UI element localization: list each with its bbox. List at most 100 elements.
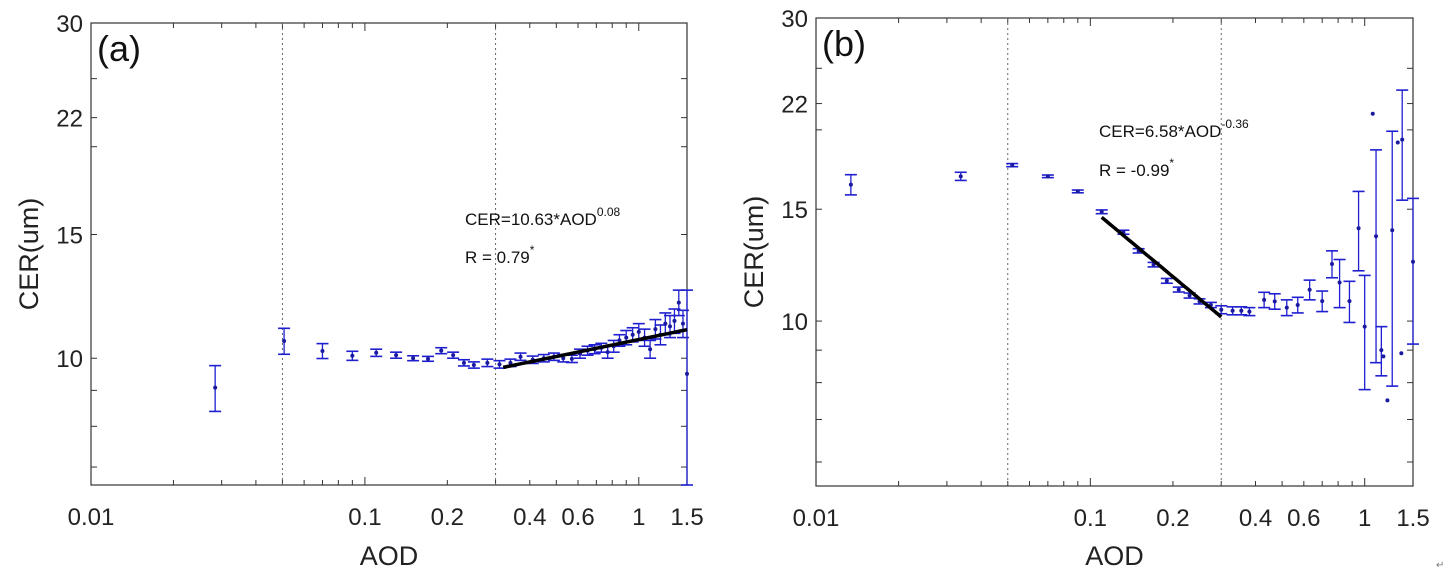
- point-marker: [471, 363, 476, 368]
- point-marker: [605, 350, 610, 355]
- y-tick-label: 10: [781, 309, 808, 336]
- data-point: [659, 312, 672, 336]
- data-point: [681, 289, 693, 486]
- point-marker: [1239, 308, 1244, 313]
- point-marker: [1247, 309, 1252, 314]
- data-point: [1172, 286, 1185, 293]
- x-tick-label: 0.6: [1287, 505, 1320, 532]
- significance-mark: *: [1169, 156, 1174, 170]
- y-tick-label: 30: [781, 6, 808, 33]
- point-marker: [1230, 308, 1235, 313]
- point-marker: [497, 362, 502, 367]
- point-marker: [1320, 299, 1325, 304]
- point-marker: [1187, 293, 1192, 298]
- plot-frame: [90, 22, 688, 486]
- point-marker: [667, 324, 672, 329]
- point-marker: [1164, 278, 1169, 283]
- point-marker: [1395, 140, 1400, 145]
- fit-equation: CER=6.58*AOD-0.36: [1099, 117, 1249, 141]
- point-marker: [1347, 299, 1352, 304]
- point-marker: [1337, 280, 1342, 285]
- x-tick-label: 0.01: [793, 505, 840, 532]
- data-point: [1399, 351, 1404, 356]
- data-point: [1226, 306, 1239, 316]
- point-marker: [1356, 226, 1361, 231]
- point-marker: [1295, 302, 1300, 307]
- panel-b: 0.01 0.1 0.2 0.4 0.6 1 1.5 10 15 22 30 AOD CER(um) (b…: [739, 6, 1430, 571]
- data-point: [447, 351, 460, 360]
- y-tick-label: 15: [781, 197, 808, 224]
- y-tick-label: 22: [781, 92, 808, 119]
- panel-a: 0.01 0.1 0.2 0.4 0.6 1 1.5 10 15 22 30 AOD CER(um) (a…: [14, 11, 704, 571]
- point-marker: [569, 356, 574, 361]
- x-tick-label: 0.6: [561, 504, 594, 531]
- data-point: [1343, 280, 1356, 324]
- point-marker: [848, 182, 853, 187]
- x-tick-label: 0.1: [348, 504, 381, 531]
- point-marker: [1374, 234, 1379, 239]
- x-tick-label: 0.4: [513, 504, 546, 531]
- data-point: [1370, 149, 1383, 364]
- r-value: R = 0.79: [465, 248, 530, 267]
- y-tick-label: 22: [56, 106, 83, 133]
- equation-base: CER=6.58*AOD: [1099, 122, 1221, 141]
- point-marker: [561, 356, 566, 361]
- data-point: [1280, 299, 1293, 317]
- data-point: [844, 173, 857, 196]
- point-marker: [1307, 287, 1312, 292]
- correlation-label: R = -0.99*: [1099, 156, 1174, 180]
- data-point: [1258, 291, 1271, 309]
- point-marker: [636, 329, 641, 334]
- point-marker: [1262, 297, 1267, 302]
- point-marker: [1400, 137, 1405, 142]
- r-value: R = -0.99: [1099, 161, 1169, 180]
- x-tick-label: 1: [1358, 505, 1371, 532]
- equation-base: CER=10.63*AOD: [465, 210, 597, 229]
- point-marker: [1362, 324, 1367, 329]
- point-marker: [676, 300, 681, 305]
- data-point: [1333, 258, 1346, 309]
- data-point: [370, 348, 383, 358]
- point-marker: [1379, 348, 1384, 353]
- point-marker: [1399, 351, 1404, 356]
- significance-mark: *: [530, 243, 535, 257]
- point-marker: [374, 350, 379, 355]
- point-marker: [394, 353, 399, 358]
- point-marker: [1390, 228, 1395, 233]
- point-marker: [1385, 398, 1390, 403]
- point-marker: [1381, 354, 1386, 359]
- data-point: [1243, 306, 1256, 317]
- data-point: [390, 351, 403, 360]
- data-point: [954, 171, 967, 182]
- point-marker: [508, 360, 513, 365]
- point-marker: [672, 318, 677, 323]
- data-point: [1381, 354, 1386, 359]
- data-point: [346, 350, 359, 362]
- data-point: [1358, 274, 1371, 391]
- data-point: [644, 339, 657, 360]
- fit-line: [502, 327, 688, 370]
- x-tick-label: 0.4: [1239, 505, 1272, 532]
- x-tick-label: 0.1: [1074, 505, 1107, 532]
- data-point: [1385, 398, 1390, 403]
- panel-label: (b): [822, 23, 866, 64]
- data-point: [1316, 290, 1329, 313]
- point-marker: [1099, 209, 1104, 214]
- point-marker: [630, 332, 635, 337]
- x-axis-title: AOD: [360, 541, 419, 571]
- data-point: [316, 342, 329, 360]
- point-marker: [350, 353, 355, 358]
- x-axis-title: AOD: [1085, 541, 1144, 571]
- data-point: [1071, 189, 1084, 194]
- data-point: [1095, 209, 1108, 215]
- point-marker: [958, 174, 963, 179]
- point-marker: [1370, 111, 1375, 116]
- data-point: [278, 327, 291, 356]
- point-marker: [439, 348, 444, 353]
- x-tick-label: 0.2: [431, 504, 464, 531]
- data-point: [1006, 162, 1019, 168]
- data-point: [1395, 140, 1400, 145]
- point-marker: [1411, 259, 1415, 264]
- point-marker: [663, 321, 668, 326]
- data-point: [407, 354, 420, 362]
